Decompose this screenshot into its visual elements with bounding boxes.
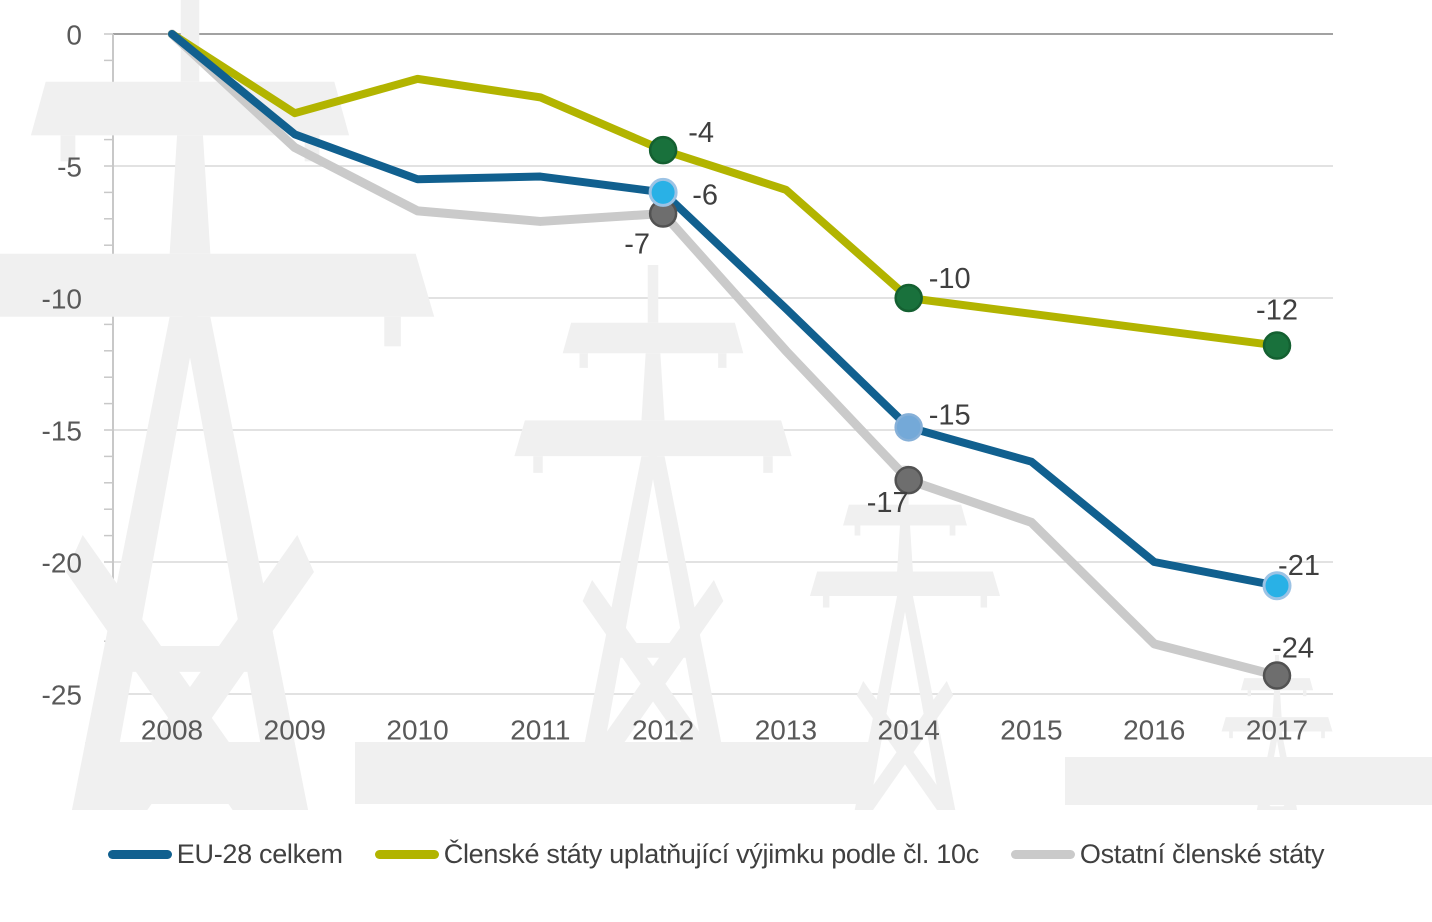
data-point-label: -7 [624,229,650,261]
data-point-label: -10 [929,263,971,295]
y-axis-tick-label: 0 [66,20,82,51]
y-axis-tick-label: -10 [42,284,82,315]
x-axis-tick-label: 2012 [632,715,694,746]
series-lines [167,29,1282,681]
power-pylon-watermark-icon [0,0,1432,810]
watermark-ground-band [355,742,870,804]
legend-swatch-eu28 [107,850,172,859]
x-axis-tick-label: 2009 [264,715,326,746]
data-point-marker [1262,331,1292,360]
data-point-marker [894,283,923,313]
data-point-labels: -7 -17 -24 -4 -10 -12 -6 -15 -21 [624,117,1320,664]
series-line [168,30,1281,350]
data-point-label: -15 [929,399,971,431]
y-axis-tick-label: -15 [42,416,82,447]
data-point-label: -12 [1256,295,1298,327]
watermark-ground-band [1065,757,1432,805]
x-axis-tick-label: 2013 [755,715,817,746]
y-axis-tick-label: -5 [57,152,82,183]
x-axis-labels: 2008 2009 2010 2011 2012 2013 2014 2015 2016 2017 [141,715,1308,746]
data-point-label: -4 [688,117,714,149]
x-axis-tick-label: 2011 [510,715,570,746]
y-axis-tick-label: -25 [42,680,82,711]
emissions-line-chart: -7 -17 -24 -4 -10 -12 -6 -15 -21 0 -5 -10 -15 -20 -25… [0,0,1432,810]
legend-label-eu28: EU-28 celkem [176,839,343,869]
legend-swatch-derogation-states [374,850,439,859]
data-point-marker [894,465,923,495]
pylon-middle-icon [514,265,792,790]
legend-item-other-states: Ostatní členské státy [1010,839,1325,870]
x-axis-tick-label: 2015 [1000,715,1062,746]
x-axis-tick-label: 2010 [386,715,448,746]
data-point-label: -17 [867,487,909,519]
chart-legend: EU-28 celkem Členské státy uplatňující v… [0,839,1432,870]
series-line [167,29,1282,681]
y-axis-tick-label: -20 [42,548,82,579]
data-point-marker [1262,661,1292,690]
x-axis-tick-label: 2016 [1123,715,1185,746]
data-point-label: -6 [692,179,718,211]
series-line [168,30,1281,590]
data-point-markers [648,135,1292,690]
legend-label-derogation-states: Členské státy uplatňující výjimku podle … [443,839,979,869]
legend-item-derogation-states: Členské státy uplatňující výjimku podle … [374,839,979,870]
x-axis-tick-label: 2014 [878,715,940,746]
data-point-marker [648,135,678,165]
y-axis-labels: 0 -5 -10 -15 -20 -25 [42,20,82,711]
x-axis-tick-label: 2008 [141,715,203,746]
x-axis-tick-label: 2017 [1246,715,1308,746]
data-point-marker [1262,571,1292,601]
legend-swatch-other-states [1010,850,1075,859]
data-point-marker [648,177,678,207]
watermark-ground-band [85,742,290,804]
data-point-marker [894,413,923,442]
data-point-label: -21 [1278,550,1320,582]
data-point-label: -24 [1272,633,1314,665]
legend-item-eu28: EU-28 celkem [107,839,343,870]
legend-label-other-states: Ostatní členské státy [1079,839,1325,869]
